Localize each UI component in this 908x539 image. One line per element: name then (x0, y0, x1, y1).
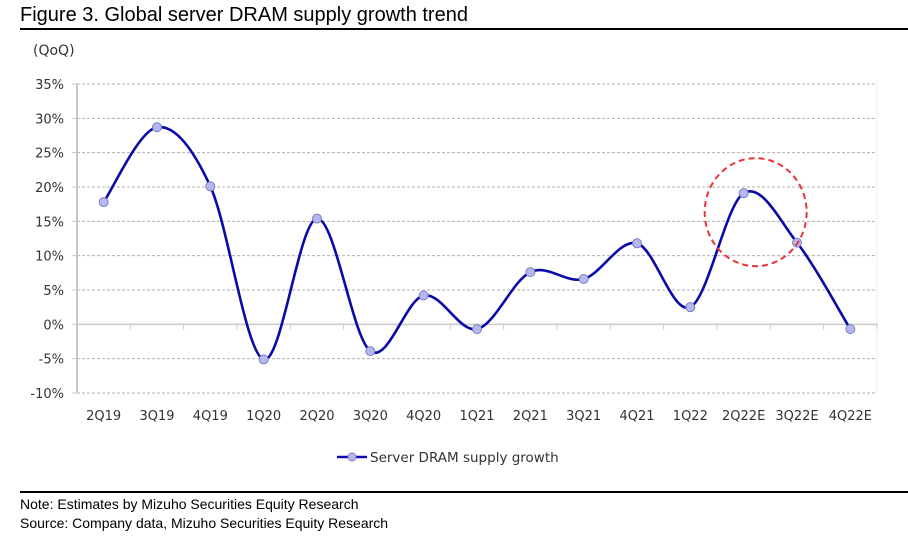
y-tick-label: 25% (35, 147, 64, 162)
y-tick-labels: 35% 30% 25% 20% 15% 10% 5% 0% -5% -10% (30, 78, 64, 402)
x-tick-label: 1Q21 (459, 409, 494, 424)
y-tick-label: 0% (43, 318, 64, 333)
series-group (98, 122, 856, 365)
y-tick-label: 5% (43, 284, 64, 299)
data-point-1q22 (685, 302, 696, 313)
x-tick-label: 3Q21 (566, 409, 601, 424)
data-point-1q21 (472, 324, 482, 335)
x-tick-label: 3Q22E (775, 409, 818, 424)
footer-rule (20, 491, 908, 493)
highlight-circle (703, 157, 808, 268)
data-point-3q20 (365, 346, 376, 357)
x-tick-label: 4Q20 (406, 409, 441, 424)
data-point-4q19 (205, 181, 216, 192)
data-point-2q21 (525, 267, 536, 278)
x-tick-label: 4Q22E (829, 409, 872, 424)
annotations (703, 157, 808, 268)
x-tick-labels: 2Q19 3Q19 4Q19 1Q20 2Q20 3Q20 4Q20 1Q21 2Q21 3Q21… (86, 409, 872, 424)
note-text: Note: Estimates by Mizuho Securities Equ… (20, 496, 359, 512)
x-tick-label: 4Q19 (193, 409, 228, 424)
data-point-2q19 (98, 197, 109, 208)
y-tick-label: 30% (35, 112, 64, 127)
x-tick-label: 2Q20 (299, 409, 334, 424)
y-tick-label: -5% (39, 353, 64, 368)
source-text: Source: Company data, Mizuho Securities … (20, 515, 389, 531)
y-tick-label: 20% (35, 181, 64, 196)
series-line (102, 125, 852, 361)
data-point-1q20 (258, 354, 269, 365)
figure-title: Figure 3. Global server DRAM supply grow… (20, 4, 468, 26)
x-tick-label: 2Q19 (86, 409, 121, 424)
x-tick-label: 3Q20 (353, 409, 388, 424)
y-tick-label: 10% (35, 250, 64, 265)
legend-marker-icon (347, 452, 357, 462)
x-tick-label: 3Q19 (139, 409, 174, 424)
data-point-4q20 (418, 290, 429, 301)
data-point-3q19 (152, 122, 162, 133)
y-unit-label: (QoQ) (33, 43, 75, 59)
data-point-4q21 (632, 238, 642, 249)
x-tick-label: 4Q21 (619, 409, 654, 424)
x-tick-label: 2Q21 (513, 409, 548, 424)
x-tick-label: 2Q22E (722, 409, 765, 424)
legend-label: Server DRAM supply growth (370, 450, 559, 466)
data-point-2q20 (312, 213, 322, 224)
axes (72, 80, 878, 394)
y-tick-label: 35% (35, 78, 64, 93)
data-point-4q22e (845, 324, 856, 335)
x-tick-label: 1Q22 (673, 409, 708, 424)
y-tick-label: 15% (35, 215, 64, 230)
title-underline (20, 28, 908, 30)
gridlines (77, 83, 877, 394)
line-chart: 35% 30% 25% 20% 15% 10% 5% 0% -5% -10% 2Q19 3Q19 4Q… (30, 78, 878, 466)
y-tick-label: -10% (30, 387, 64, 402)
data-point-3q21 (578, 274, 589, 285)
data-point-2q22e (738, 188, 749, 199)
legend: Server DRAM supply growth (337, 450, 559, 466)
x-tick-label: 1Q20 (246, 409, 281, 424)
